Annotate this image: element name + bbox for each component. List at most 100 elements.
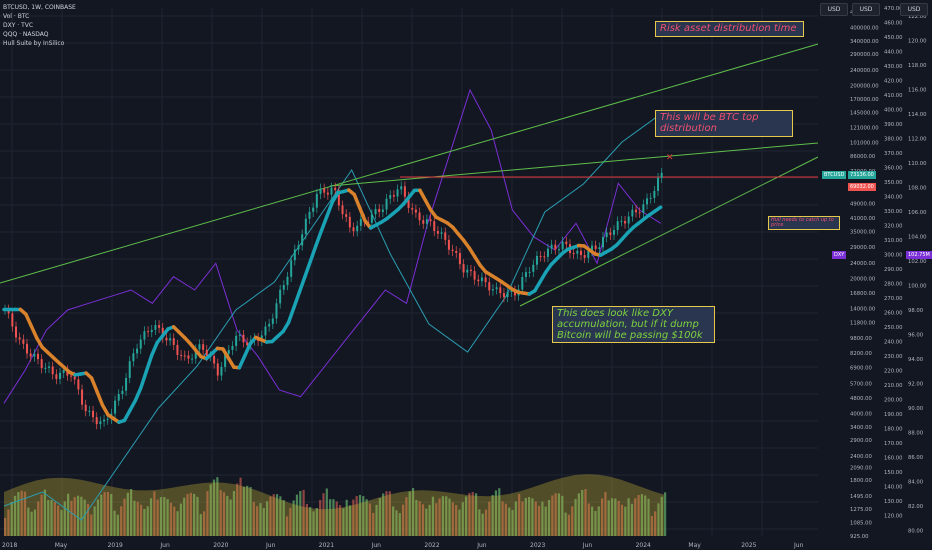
volume-bar <box>408 491 411 536</box>
volume-bar <box>501 501 504 536</box>
dxy-axis-tick: 130.00 <box>884 499 903 505</box>
volume-bar <box>488 501 491 536</box>
volume-bar <box>312 511 315 536</box>
candle-body <box>40 359 43 369</box>
dxy-axis-tick: 300.00 <box>884 253 903 259</box>
volume-bar <box>600 498 604 536</box>
volume-bar <box>176 511 179 536</box>
time-axis-tick: 2021 <box>319 542 334 549</box>
volume-bar <box>604 491 607 536</box>
volume-bar <box>143 508 146 536</box>
volume-bar <box>451 502 454 536</box>
volume-bar <box>292 500 295 536</box>
volume-bar <box>352 499 355 536</box>
volume-bar <box>547 499 551 536</box>
hull-segment <box>281 320 291 334</box>
legend-hull[interactable]: Hull Suite by InSilico <box>3 40 65 47</box>
volume-bar <box>113 510 116 536</box>
candle-body <box>477 279 480 282</box>
candle-body <box>484 277 487 283</box>
candle-body <box>396 189 399 197</box>
volume-bar <box>57 505 60 536</box>
candle-body <box>590 245 593 252</box>
hull-segment <box>100 403 110 417</box>
volume-bar <box>610 498 614 536</box>
dxy-axis-tick: 310.00 <box>884 238 903 244</box>
time-axis-tick: Jun <box>371 542 382 549</box>
volume-bar <box>153 491 156 536</box>
volume-bar <box>43 489 46 536</box>
annotation-btc-top[interactable]: This will be BTC top distribution <box>655 110 793 137</box>
volume-bar <box>508 507 511 536</box>
volume-bar <box>110 494 113 536</box>
volume-bar <box>518 494 521 536</box>
volume-bar <box>116 514 119 536</box>
qqq-axis-tick: 112.00 <box>908 137 927 143</box>
btc-axis-tick: 11800.00 <box>850 321 876 327</box>
candle-body <box>165 337 168 341</box>
candle-body <box>341 205 344 215</box>
candle-body <box>506 291 509 298</box>
candle-body <box>653 190 656 198</box>
volume-bar <box>222 492 226 536</box>
volume-bar <box>484 509 488 536</box>
btc-axis-tick: 35000.00 <box>850 229 876 235</box>
volume-bar <box>607 500 610 536</box>
volume-bar <box>382 493 385 536</box>
dxy-axis-tick: 420.00 <box>884 79 903 85</box>
candle-body <box>657 177 660 191</box>
candle-body <box>554 244 557 250</box>
annotation-dxy[interactable]: This does look like DXY accumulation, bu… <box>552 306 715 343</box>
btc-axis-tick: 41000.00 <box>850 216 876 222</box>
candle-body <box>84 404 87 412</box>
candle-body <box>605 232 608 238</box>
time-axis-tick: May <box>55 542 68 549</box>
volume-bar <box>634 498 637 536</box>
volume-bar <box>372 512 375 536</box>
candle-body <box>469 269 472 272</box>
candle-body <box>638 212 641 214</box>
scale-header-middle[interactable]: USD <box>852 3 880 16</box>
dxy-axis-tick: 190.00 <box>884 412 903 418</box>
candle-body <box>631 209 634 217</box>
annotation-risk[interactable]: Risk asset distribution time <box>655 21 804 37</box>
volume-bar <box>557 493 561 536</box>
candle-body <box>92 410 95 418</box>
volume-bar <box>395 510 398 536</box>
candle-body <box>356 225 359 232</box>
legend-volume[interactable]: Vol · BTC <box>3 13 30 20</box>
legend-symbol[interactable]: BTCUSD, 1W, COINBASE <box>3 4 76 11</box>
legend-qqq[interactable]: QQQ · NASDAQ <box>3 31 49 38</box>
volume-bar <box>587 503 590 536</box>
scale-header-right[interactable]: USD <box>900 3 928 16</box>
volume-bar <box>76 495 80 536</box>
volume-bar <box>418 501 421 536</box>
volume-bar <box>534 501 537 536</box>
candle-body <box>268 323 271 327</box>
volume-bar <box>179 503 182 536</box>
candle-body <box>535 255 538 265</box>
annotation-hull[interactable]: Hull needs to catch up to price <box>768 216 840 230</box>
volume-bar <box>614 498 617 536</box>
candle-body <box>312 207 315 212</box>
btc-axis-tick: 3400.00 <box>850 425 873 431</box>
candle-body <box>194 349 197 359</box>
candle-body <box>103 419 106 422</box>
scale-header-left[interactable]: USD <box>820 3 848 16</box>
qqq-axis-tick: 108.00 <box>908 186 927 192</box>
volume-bar <box>574 498 577 536</box>
candle-body <box>491 289 494 291</box>
dxy-axis-tick: 440.00 <box>884 50 903 56</box>
candle-body <box>290 260 293 277</box>
dxy-axis-tick: 270.00 <box>884 296 903 302</box>
candle-body <box>224 353 227 367</box>
volume-bar <box>73 497 76 536</box>
candle-body <box>624 220 627 224</box>
volume-bar <box>425 508 428 536</box>
hull-segment <box>237 353 247 370</box>
volume-bar <box>491 495 494 536</box>
legend-dxy[interactable]: DXY · TVC <box>3 22 34 29</box>
volume-bar <box>159 497 163 536</box>
hull-segment <box>297 274 307 294</box>
